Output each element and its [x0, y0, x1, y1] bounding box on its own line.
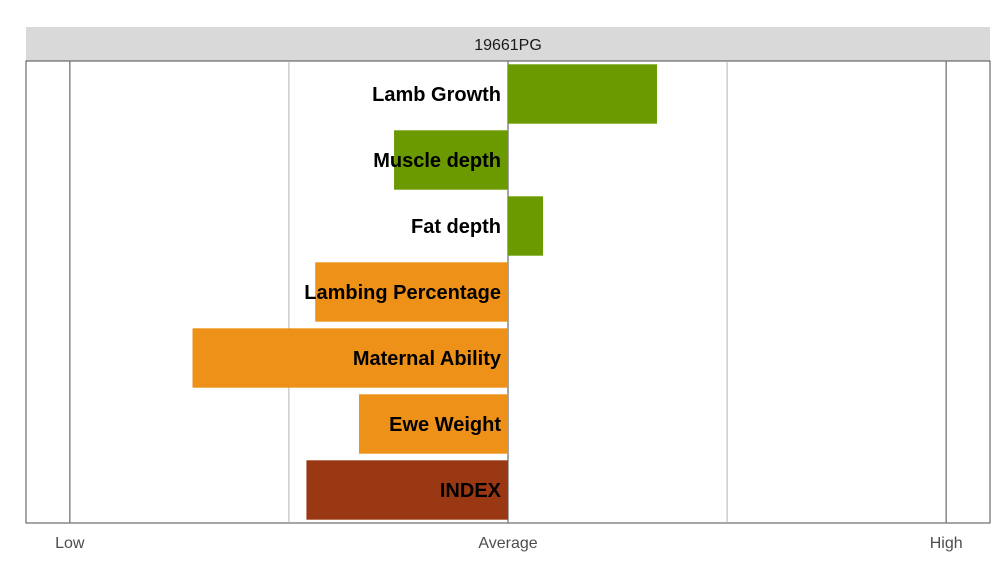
strip-background	[26, 27, 990, 61]
x-tick-label: High	[930, 535, 963, 552]
x-tick-label: Average	[478, 535, 537, 552]
bar-index	[306, 460, 508, 520]
bar-label: Fat depth	[411, 216, 501, 238]
x-tick-label: Low	[55, 535, 85, 552]
bar-label: Ewe Weight	[389, 414, 501, 436]
bar-label: Maternal Ability	[353, 348, 502, 370]
bar-fat-depth	[508, 196, 544, 256]
bar-labels: Lamb Growth Muscle depth Fat depth Lambing …	[304, 84, 502, 502]
chart-title: 19661PG	[474, 37, 542, 54]
bar-muscle-depth	[394, 130, 508, 190]
bar-label: Lambing Percentage	[304, 282, 501, 304]
bar-maternal-ability	[192, 328, 508, 388]
bar-lambing-percentage	[315, 262, 508, 322]
bars	[192, 64, 657, 520]
bar-label: Lamb Growth	[372, 84, 501, 106]
bar-ewe-weight	[359, 394, 508, 454]
bar-label: INDEX	[440, 480, 502, 502]
bar-label: Muscle depth	[373, 150, 501, 172]
bar-lamb-growth	[508, 64, 657, 124]
x-tick-labels: Low Average High	[55, 535, 962, 552]
